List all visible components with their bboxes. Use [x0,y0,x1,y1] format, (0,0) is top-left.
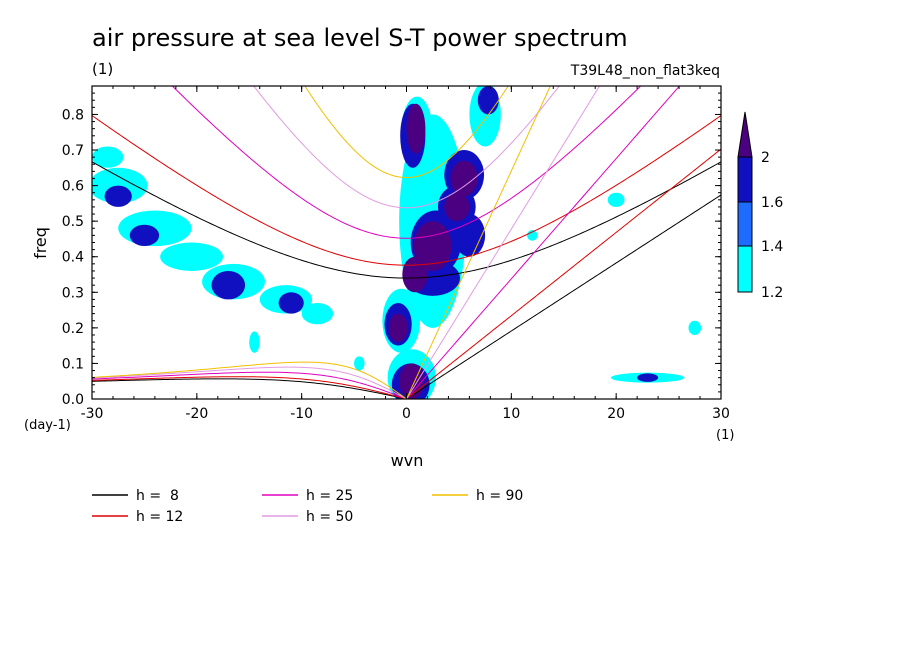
rossby-wave-curve [92,378,407,399]
x-unit-label: (1) [716,428,734,443]
power-spectrum-shading [92,86,702,399]
colorbar: 1.2 1.4 1.6 2 [737,111,783,301]
inertio-gravity-wave-curve [171,86,642,239]
x-tick-label: 30 [712,406,730,422]
colorbar-label: 2 [761,150,770,166]
x-tick-label: 20 [607,406,625,422]
power-patch-high [450,160,478,197]
power-patch-high [406,103,426,154]
plot-area [92,86,721,399]
power-patch-high [402,256,428,293]
power-patch-low [92,146,124,168]
power-patch-low [249,331,260,353]
y-axis-label: freq [31,227,50,259]
x-tick-label: 0 [402,406,411,422]
power-patch-low [607,192,625,207]
kelvin-wave-curve [406,86,681,399]
colorbar-label: 1.6 [761,195,783,211]
y-tick-label: 0.0 [62,392,84,408]
power-patch-high [637,373,659,382]
kelvin-wave-curve [406,148,721,399]
kelvin-wave-curve [406,86,601,399]
power-patch-low [301,302,334,325]
x-tick-label: -30 [81,406,104,422]
colorbar-extension [737,111,753,158]
y-tick-label: 0.1 [62,356,84,372]
title-unit-left: (1) [92,60,113,78]
colorbar-segment [737,245,753,293]
experiment-label: T39L48_non_flat3keq [570,63,720,79]
legend-label: h = 90 [476,488,523,504]
y-tick-label: 0.3 [62,285,84,301]
y-tick-label: 0.8 [62,107,84,123]
power-patch-low [688,320,702,335]
legend: h = 8 h = 12 h = 25 h = 50 h = 90 [92,488,523,525]
x-axis-label: wvn [391,451,424,470]
inertio-gravity-wave-curve [304,86,509,179]
legend-label: h = 12 [136,509,183,525]
y-tick-label: 0.7 [62,143,84,159]
power-patch-high [129,224,160,247]
rossby-wave-curve [92,376,407,399]
y-tick-label: 0.2 [62,321,84,337]
colorbar-label: 1.4 [761,239,783,255]
power-patch-high [444,192,470,222]
x-tick-label: 10 [502,406,520,422]
inertio-gravity-wave-curve [253,86,560,209]
y-tick-label: 0.4 [62,250,84,266]
power-patch-high [477,86,499,115]
x-tick-label: -20 [185,406,208,422]
inertio-gravity-wave-curve [92,161,721,279]
y-tick-label: 0.6 [62,179,84,195]
rossby-wave-curve [92,371,407,399]
legend-label: h = 8 [136,488,179,504]
power-patch-high [104,185,132,207]
x-tick-label: -10 [290,406,313,422]
rossby-wave-curve [92,361,407,399]
colorbar-segment [737,156,753,203]
inertio-gravity-wave-curve [92,115,721,266]
power-patch-high [388,313,408,343]
y-unit-label: (day-1) [24,418,71,433]
y-tick-label: 0.5 [62,214,84,230]
legend-label: h = 50 [306,509,353,525]
kelvin-wave-curve [406,86,551,399]
power-patch-high [278,292,304,314]
chart-title: air pressure at sea level S-T power spec… [92,24,628,52]
power-patch-low [354,356,365,371]
colorbar-label: 1.2 [761,285,783,301]
kelvin-wave-curve [406,194,721,399]
colorbar-segment [737,201,753,247]
rossby-wave-curve [92,366,407,399]
dispersion-curves [92,86,721,399]
power-patch-low [160,242,224,271]
legend-label: h = 25 [306,488,353,504]
power-patch-high [211,270,246,300]
y-axis: 0.0 0.1 0.2 0.3 0.4 0.5 0.6 0.7 0.8 [62,92,721,408]
